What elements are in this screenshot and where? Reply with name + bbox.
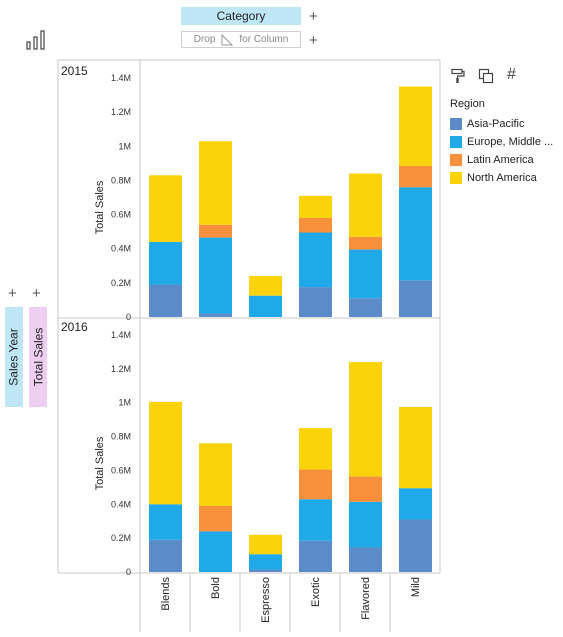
x-category-label: Blends — [160, 577, 172, 611]
y-tick-label: 1M — [118, 141, 131, 151]
bar-segment-2015-bold-2 — [199, 224, 232, 238]
bar-segment-2015-flavored-0 — [349, 298, 382, 317]
ruler-triangle-icon — [221, 33, 234, 45]
bar-segment-2016-mild-0 — [399, 519, 432, 572]
bar-segment-2015-espresso-3 — [249, 276, 282, 296]
add-row-plus-icon-2[interactable]: + — [32, 285, 41, 302]
bar-chart-icon[interactable] — [26, 28, 48, 50]
bar-segment-2015-bold-1 — [199, 237, 232, 314]
legend-label: Asia-Pacific — [467, 118, 525, 130]
y-tick-label: 1.2M — [111, 107, 131, 117]
x-category-label: Exotic — [310, 577, 322, 607]
bar-segment-2016-mild-1 — [399, 488, 432, 520]
legend-swatch — [450, 172, 462, 184]
bar-segment-2015-exotic-1 — [299, 232, 332, 288]
bar-segment-2015-flavored-2 — [349, 236, 382, 250]
x-category-label: Espresso — [260, 577, 272, 623]
bar-segment-2015-blends-1 — [149, 241, 182, 285]
y-tick-label: 0.4M — [111, 499, 131, 509]
x-category-label: Bold — [210, 577, 222, 599]
y-axis-title: Total Sales — [94, 436, 106, 490]
bar-segment-2016-espresso-0 — [249, 569, 282, 572]
bar-segment-2016-espresso-1 — [249, 554, 282, 570]
panel-label-2016: 2016 — [61, 320, 88, 334]
y-tick-label: 0.4M — [111, 244, 131, 254]
bar-segment-2016-blends-3 — [149, 401, 182, 505]
bar-segment-2015-bold-0 — [199, 313, 232, 317]
legend-label: Europe, Middle ... — [467, 136, 554, 148]
bar-segment-2015-espresso-1 — [249, 295, 282, 317]
y-tick-label: 0 — [126, 567, 131, 577]
y-axis-title: Total Sales — [94, 180, 106, 234]
bar-segment-2015-bold-3 — [199, 141, 232, 225]
hash-icon[interactable]: # — [507, 66, 516, 83]
bar-segment-2016-exotic-0 — [299, 540, 332, 572]
y-tick-label: 0.2M — [111, 278, 131, 288]
panel-label-2015: 2015 — [61, 64, 88, 78]
y-tick-label: 0 — [126, 312, 131, 322]
bar-segment-2015-mild-1 — [399, 187, 432, 281]
drop-label-right: for Column — [239, 34, 289, 45]
legend-swatch — [450, 136, 462, 148]
bar-segment-2015-exotic-3 — [299, 195, 332, 218]
bar-segment-2016-blends-0 — [149, 539, 182, 572]
y-tick-label: 0.2M — [111, 533, 131, 543]
copy-icon[interactable] — [478, 68, 494, 84]
bar-segment-2016-blends-1 — [149, 504, 182, 540]
legend-label: North America — [467, 172, 537, 184]
drop-for-column-zone[interactable]: Drop for Column — [181, 31, 301, 48]
legend-title: Region — [450, 98, 485, 110]
legend-swatch — [450, 118, 462, 130]
y-tick-label: 0.6M — [111, 465, 131, 475]
bar-segment-2015-flavored-3 — [349, 173, 382, 237]
paint-roller-icon[interactable] — [450, 68, 466, 84]
legend-item-latin-america[interactable]: Latin America — [450, 153, 534, 167]
bar-segment-2016-mild-3 — [399, 406, 432, 489]
row-shelf-sales-year[interactable]: Sales Year — [5, 307, 23, 407]
bar-segment-2015-mild-0 — [399, 280, 432, 317]
bar-segment-2016-espresso-3 — [249, 534, 282, 555]
row-shelf-total-sales[interactable]: Total Sales — [29, 307, 47, 407]
bar-segment-2016-bold-2 — [199, 505, 232, 532]
drop-label-left: Drop — [193, 34, 216, 45]
legend-item-europe-middle[interactable]: Europe, Middle ... — [450, 135, 553, 149]
bar-segment-2016-flavored-0 — [349, 547, 382, 572]
x-category-label: Flavored — [360, 577, 372, 620]
legend-swatch — [450, 154, 462, 166]
bar-segment-2016-exotic-3 — [299, 428, 332, 470]
bar-segment-2016-bold-1 — [199, 531, 232, 572]
x-category-label: Mild — [410, 577, 422, 597]
bar-segment-2016-exotic-1 — [299, 499, 332, 541]
bar-segment-2015-exotic-2 — [299, 217, 332, 233]
bar-segment-2015-exotic-0 — [299, 287, 332, 317]
bar-segment-2016-flavored-1 — [349, 501, 382, 548]
add-column-plus-icon[interactable]: + — [309, 8, 318, 25]
bar-segment-2016-exotic-2 — [299, 469, 332, 500]
bar-segment-2015-mild-3 — [399, 86, 432, 166]
add-row-plus-icon-1[interactable]: + — [8, 285, 17, 302]
legend-item-north-america[interactable]: North America — [450, 171, 537, 185]
y-tick-label: 1.4M — [111, 73, 131, 83]
y-tick-label: 0.8M — [111, 432, 131, 442]
bar-segment-2016-bold-3 — [199, 443, 232, 506]
bar-segment-2015-blends-3 — [149, 175, 182, 242]
legend-item-asia-pacific[interactable]: Asia-Pacific — [450, 117, 524, 131]
bar-segment-2016-flavored-3 — [349, 362, 382, 477]
y-tick-label: 1.4M — [111, 330, 131, 340]
bar-segment-2015-blends-0 — [149, 284, 182, 317]
y-tick-label: 0.6M — [111, 210, 131, 220]
y-tick-label: 1.2M — [111, 364, 131, 374]
y-tick-label: 1M — [118, 398, 131, 408]
bar-segment-2015-flavored-1 — [349, 249, 382, 299]
y-tick-label: 0.8M — [111, 175, 131, 185]
column-shelf-category[interactable]: Category — [181, 7, 301, 25]
legend-label: Latin America — [467, 154, 534, 166]
bar-segment-2015-mild-2 — [399, 165, 432, 188]
add-column-drop-plus-icon[interactable]: + — [309, 32, 318, 49]
bar-segment-2016-flavored-2 — [349, 476, 382, 502]
